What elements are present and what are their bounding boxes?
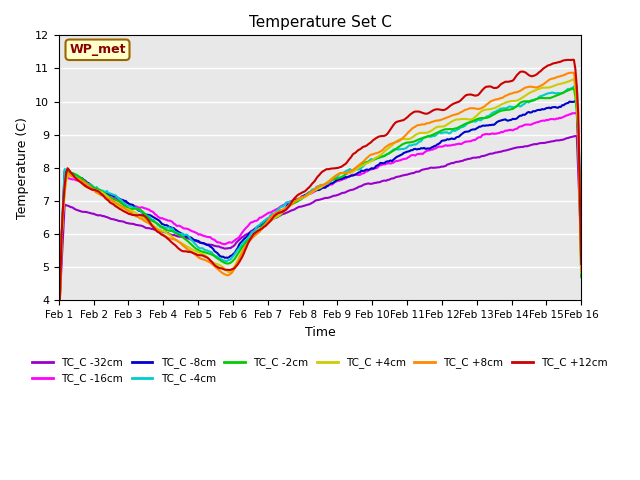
TC_C -16cm xyxy=(573,110,580,116)
Line: TC_C -32cm: TC_C -32cm xyxy=(59,136,581,318)
Line: TC_C +12cm: TC_C +12cm xyxy=(59,60,581,332)
TC_C +4cm xyxy=(228,267,236,273)
TC_C +12cm xyxy=(228,266,236,272)
TC_C -16cm xyxy=(237,232,244,238)
Line: TC_C +4cm: TC_C +4cm xyxy=(59,79,581,335)
Line: TC_C -2cm: TC_C -2cm xyxy=(59,88,581,334)
TC_C -2cm xyxy=(228,259,236,264)
Line: TC_C -4cm: TC_C -4cm xyxy=(59,85,581,300)
TC_C +12cm xyxy=(119,208,127,214)
TC_C -8cm xyxy=(211,248,218,254)
TC_C +8cm xyxy=(577,268,585,274)
TC_C -16cm xyxy=(577,229,585,235)
TC_C -4cm xyxy=(284,199,291,205)
TC_C -8cm xyxy=(573,97,580,103)
TC_C +4cm xyxy=(577,270,585,276)
TC_C -8cm xyxy=(55,299,63,305)
TC_C -2cm xyxy=(237,247,244,252)
TC_C -8cm xyxy=(228,252,236,258)
Line: TC_C -8cm: TC_C -8cm xyxy=(59,100,581,302)
TC_C -16cm xyxy=(119,199,127,205)
TC_C +8cm xyxy=(284,205,291,211)
TC_C -32cm xyxy=(55,315,63,321)
TC_C +8cm xyxy=(119,204,127,210)
TC_C -4cm xyxy=(55,298,63,303)
TC_C -8cm xyxy=(237,240,244,246)
TC_C +12cm xyxy=(55,329,63,335)
TC_C -32cm xyxy=(237,236,244,241)
TC_C +4cm xyxy=(570,76,578,82)
TC_C -4cm xyxy=(577,212,585,218)
TC_C -8cm xyxy=(119,197,127,203)
TC_C -2cm xyxy=(284,204,291,210)
TC_C -16cm xyxy=(55,300,63,306)
TC_C +12cm xyxy=(568,57,576,62)
Title: Temperature Set C: Temperature Set C xyxy=(248,15,392,30)
TC_C +8cm xyxy=(570,70,578,75)
TC_C -16cm xyxy=(211,237,218,243)
TC_C -32cm xyxy=(577,244,585,250)
TC_C -32cm xyxy=(572,133,579,139)
TC_C -16cm xyxy=(548,116,556,122)
TC_C -32cm xyxy=(548,139,556,144)
TC_C +4cm xyxy=(237,252,244,257)
TC_C -8cm xyxy=(548,104,556,110)
Y-axis label: Temperature (C): Temperature (C) xyxy=(17,117,29,219)
TC_C +8cm xyxy=(548,76,556,82)
TC_C +8cm xyxy=(237,253,244,259)
TC_C +8cm xyxy=(211,264,218,269)
Line: TC_C +8cm: TC_C +8cm xyxy=(59,72,581,334)
TC_C +4cm xyxy=(119,205,127,211)
TC_C -4cm xyxy=(548,90,556,96)
TC_C +12cm xyxy=(211,262,218,268)
TC_C +4cm xyxy=(55,332,63,338)
Text: WP_met: WP_met xyxy=(69,43,125,56)
TC_C -32cm xyxy=(284,210,291,216)
TC_C +4cm xyxy=(211,261,218,266)
TC_C -2cm xyxy=(55,331,63,337)
TC_C -32cm xyxy=(119,218,127,224)
TC_C -4cm xyxy=(228,254,236,260)
TC_C +4cm xyxy=(284,204,291,210)
TC_C -4cm xyxy=(237,244,244,250)
Line: TC_C -16cm: TC_C -16cm xyxy=(59,113,581,303)
TC_C -8cm xyxy=(577,222,585,228)
TC_C -2cm xyxy=(570,85,578,91)
TC_C +8cm xyxy=(55,331,63,336)
TC_C +12cm xyxy=(237,257,244,263)
TC_C +12cm xyxy=(548,61,556,67)
TC_C +4cm xyxy=(548,84,556,89)
TC_C -32cm xyxy=(211,243,218,249)
TC_C -32cm xyxy=(228,244,236,250)
X-axis label: Time: Time xyxy=(305,325,335,338)
TC_C -2cm xyxy=(211,253,218,259)
TC_C -16cm xyxy=(228,240,236,246)
TC_C -16cm xyxy=(284,201,291,206)
TC_C -8cm xyxy=(284,203,291,208)
TC_C +8cm xyxy=(228,270,236,276)
TC_C -4cm xyxy=(573,83,580,88)
TC_C -4cm xyxy=(119,199,127,205)
TC_C +12cm xyxy=(284,205,291,211)
TC_C -2cm xyxy=(119,202,127,207)
TC_C +12cm xyxy=(577,261,585,267)
TC_C -2cm xyxy=(548,95,556,100)
TC_C -4cm xyxy=(211,252,218,258)
Legend: TC_C -32cm, TC_C -16cm, TC_C -8cm, TC_C -4cm, TC_C -2cm, TC_C +4cm, TC_C +8cm, T: TC_C -32cm, TC_C -16cm, TC_C -8cm, TC_C … xyxy=(28,353,612,389)
TC_C -2cm xyxy=(577,274,585,280)
